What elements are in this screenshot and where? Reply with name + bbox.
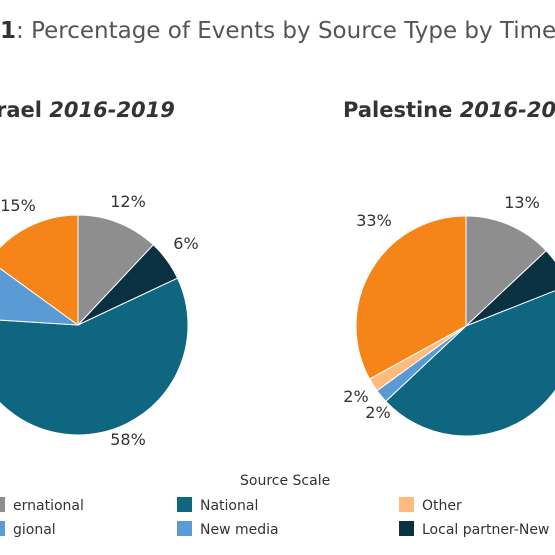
pie-slice-regional[interactable] [0, 214, 79, 326]
legend-label: gional [13, 522, 56, 538]
legend-item-other[interactable]: Other [399, 497, 462, 514]
chart-title-text: : Percentage of Events by Source Type by… [16, 18, 555, 44]
pie-slice-international[interactable] [77, 214, 155, 327]
legend-swatch [0, 521, 5, 536]
legend-title: Source Scale [240, 473, 331, 489]
pie-title-left: rael 2016-2019 [0, 98, 175, 122]
data-label: 6% [173, 234, 198, 253]
pie-slice-national[interactable] [385, 286, 555, 437]
data-label: 2% [365, 403, 390, 422]
data-label: 58% [110, 430, 146, 449]
legend-item-national[interactable]: National [177, 497, 258, 514]
legend-swatch [177, 497, 192, 512]
legend-label: National [200, 498, 259, 514]
data-label: 15% [0, 196, 36, 215]
legend-label: Local partner-New [422, 522, 550, 538]
legend-label: New media [200, 522, 279, 538]
data-label: 33% [356, 211, 392, 230]
legend-label: Other [422, 498, 462, 514]
pie-slice-national[interactable] [0, 277, 189, 436]
pie-title-left-period: 2016-2019 [49, 98, 175, 122]
legend-label: ernational [13, 498, 84, 514]
pie-title-right: Palestine 2016-20 [343, 98, 555, 122]
data-label: 12% [110, 192, 146, 211]
pie-slice-regional[interactable] [355, 215, 467, 380]
legend-item-new-media[interactable]: New media [177, 521, 279, 538]
pie-slice-international[interactable] [465, 215, 547, 328]
legend-item-international[interactable]: ernational [0, 497, 84, 514]
pie-slice-local-partner-new[interactable] [465, 249, 555, 327]
legend-item-local-partner[interactable]: Local partner-New [399, 521, 549, 538]
data-label: 13% [504, 193, 540, 212]
legend-swatch [399, 497, 414, 512]
legend-swatch [399, 521, 414, 536]
pie-title-left-name: rael [0, 98, 42, 122]
legend-swatch [0, 497, 5, 512]
pie-title-right-period: 2016-20 [459, 98, 555, 122]
chart-title-prefix: 1 [0, 18, 17, 44]
legend-swatch [177, 521, 192, 536]
legend-item-regional[interactable]: gional [0, 521, 56, 538]
data-label: 2% [343, 387, 368, 406]
chart-title: 1: Percentage of Events by Source Type b… [0, 18, 555, 44]
pie-title-right-name: Palestine [343, 98, 453, 122]
